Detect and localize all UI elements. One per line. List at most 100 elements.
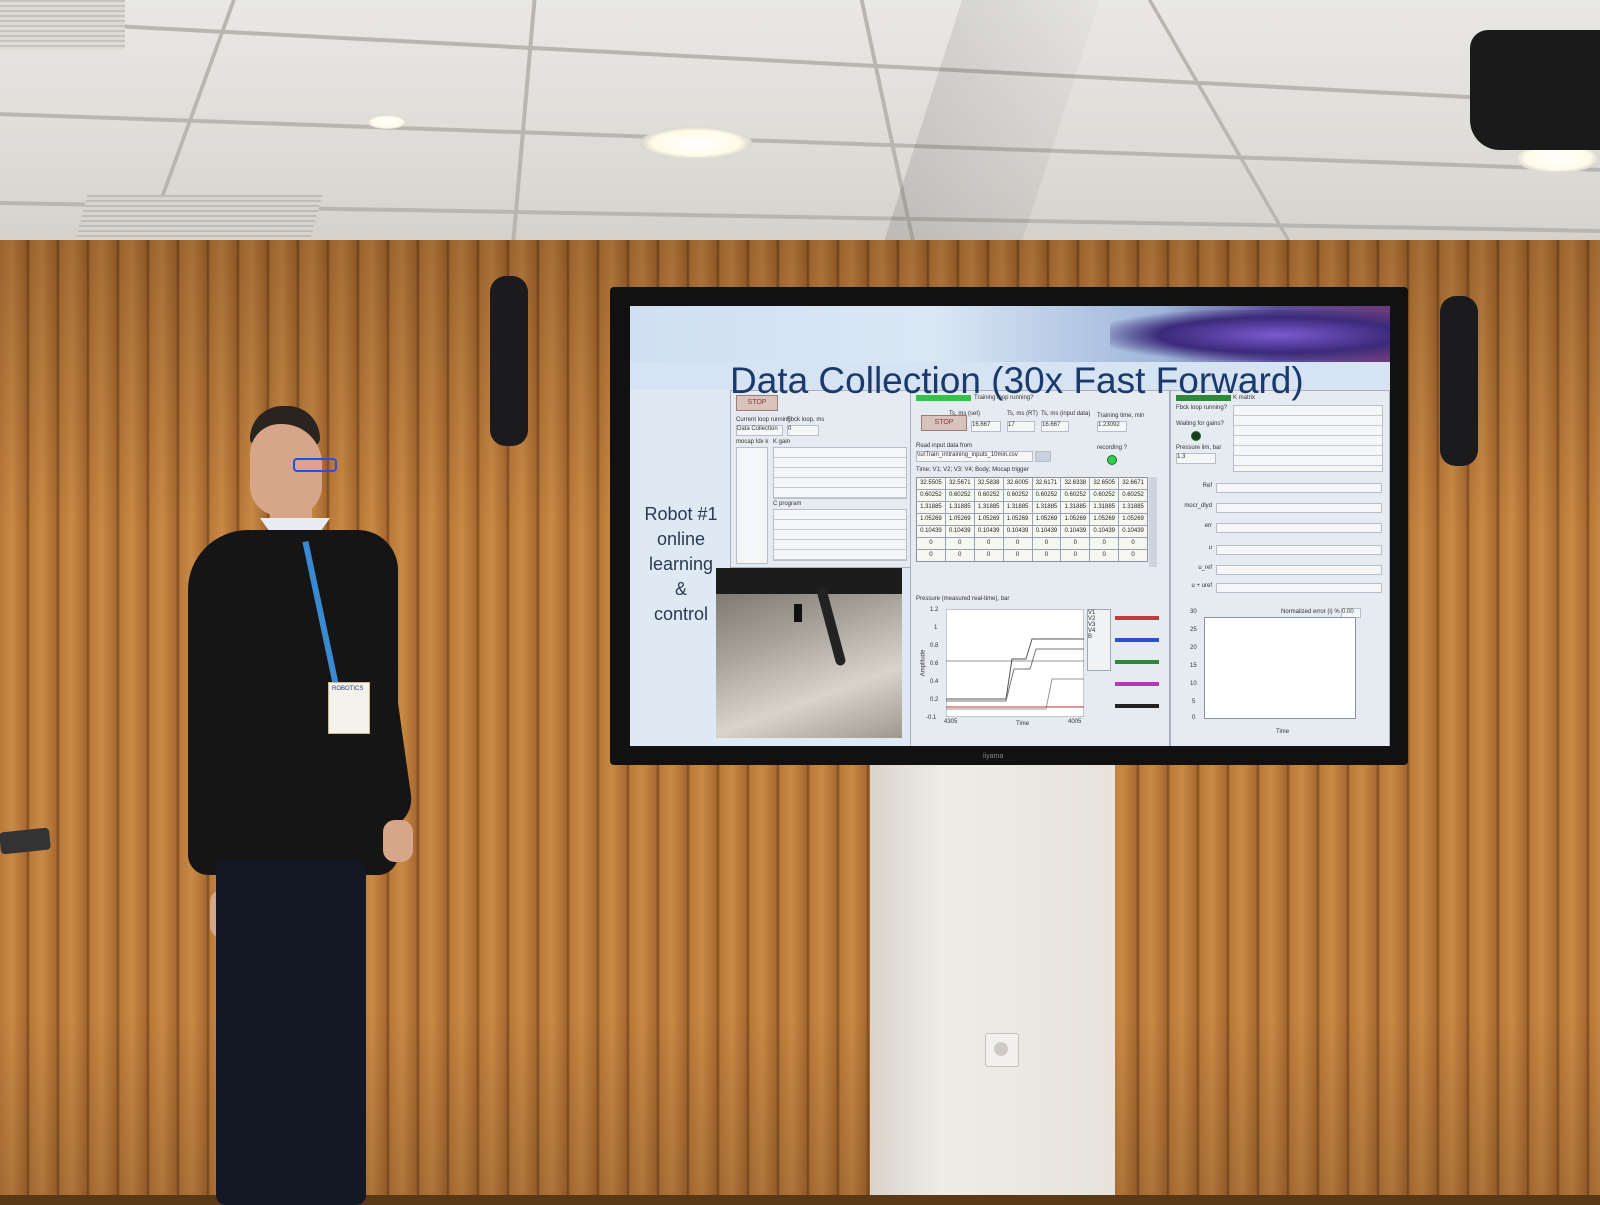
table-cell[interactable]: 0 bbox=[1119, 538, 1147, 549]
table-cell[interactable]: 32.6338 bbox=[1061, 478, 1090, 489]
k-gain-matrix bbox=[773, 447, 907, 499]
table-cell[interactable]: 32.6171 bbox=[1032, 478, 1061, 489]
table-cell[interactable]: 0 bbox=[1061, 538, 1090, 549]
browse-folder-icon[interactable] bbox=[1035, 451, 1051, 462]
side-label-line: control bbox=[653, 604, 709, 624]
training-progress-bar bbox=[916, 395, 971, 401]
table-cell[interactable]: 32.5671 bbox=[945, 478, 974, 489]
k-gain-label: K gain bbox=[773, 439, 791, 445]
ts-set-input[interactable]: 16.667 bbox=[971, 421, 1001, 432]
fbck-progress-bar bbox=[1176, 395, 1231, 401]
stop-button-left[interactable]: STOP bbox=[736, 395, 778, 411]
pressure-tick: 0.4 bbox=[930, 679, 939, 685]
table-cell[interactable]: 1.05269 bbox=[1003, 514, 1032, 525]
pressure-tick: 1.2 bbox=[930, 607, 939, 613]
table-cell[interactable]: 32.6671 bbox=[1119, 478, 1147, 489]
table-cell[interactable]: 0.10439 bbox=[1061, 526, 1090, 537]
slider-b[interactable] bbox=[1115, 704, 1159, 708]
side-label-line: & bbox=[674, 579, 687, 599]
table-cell[interactable]: 0.10439 bbox=[1119, 526, 1147, 537]
legend-item: V4 bbox=[1088, 628, 1096, 634]
table-cell[interactable]: 1.31885 bbox=[1003, 502, 1032, 513]
pressure-y-label: Amplitude bbox=[920, 649, 927, 677]
file-path-input[interactable]: \\u\Train_in\training_inputs_10min.csv bbox=[916, 451, 1033, 462]
table-cell[interactable]: 1.05269 bbox=[974, 514, 1003, 525]
pressure-lim-input[interactable]: 1.3 bbox=[1176, 453, 1216, 464]
name-badge: ROBOTICS bbox=[328, 682, 370, 734]
table-cell[interactable]: 1.05269 bbox=[1061, 514, 1090, 525]
table-cell[interactable]: 0 bbox=[1032, 538, 1061, 549]
legend-item: B bbox=[1088, 634, 1093, 640]
table-cell[interactable]: 0.60252 bbox=[1119, 490, 1147, 501]
table-cell[interactable]: 0.10439 bbox=[974, 526, 1003, 537]
row-label: err bbox=[1204, 523, 1212, 529]
table-cell[interactable]: 0.10439 bbox=[917, 526, 945, 537]
table-cell[interactable]: 0.60252 bbox=[1032, 490, 1061, 501]
table-cell[interactable]: 32.6005 bbox=[1003, 478, 1032, 489]
table-cell[interactable]: 0 bbox=[1090, 538, 1119, 549]
table-cell[interactable]: 1.31885 bbox=[917, 502, 945, 513]
table-cell[interactable]: 0 bbox=[1090, 550, 1119, 561]
table-cell[interactable]: 1.05269 bbox=[945, 514, 974, 525]
table-cell[interactable]: 1.31885 bbox=[974, 502, 1003, 513]
training-data-table[interactable]: 32.5505 32.5671 32.5838 32.6005 32.6171 32.63… bbox=[916, 477, 1148, 562]
table-cell[interactable]: 0 bbox=[1003, 538, 1032, 549]
table-cell[interactable]: 0 bbox=[1119, 550, 1147, 561]
table-cell[interactable]: 0.10439 bbox=[945, 526, 974, 537]
c-program-label: C program bbox=[773, 501, 802, 507]
k-matrix-label: K matrix bbox=[1233, 395, 1256, 401]
table-cell[interactable]: 1.31885 bbox=[1119, 502, 1147, 513]
side-label-line: Robot #1 bbox=[644, 504, 718, 524]
row-label: u bbox=[1208, 545, 1212, 551]
table-cell[interactable]: 1.05269 bbox=[1090, 514, 1119, 525]
table-cell[interactable]: 32.6505 bbox=[1090, 478, 1119, 489]
table-cell[interactable]: 1.31885 bbox=[1061, 502, 1090, 513]
table-cell[interactable]: 0 bbox=[974, 550, 1003, 561]
table-cell[interactable]: 0.60252 bbox=[974, 490, 1003, 501]
table-cell[interactable]: 0 bbox=[945, 550, 974, 561]
labview-window-training: Training loop running? STOP Ts, ms (set)… bbox=[910, 390, 1170, 746]
table-cell[interactable]: 1.05269 bbox=[917, 514, 945, 525]
table-cell[interactable]: 0 bbox=[1061, 550, 1090, 561]
read-input-label: Read input data from bbox=[916, 443, 973, 449]
slider-v3[interactable] bbox=[1115, 660, 1159, 664]
error-tick: 10 bbox=[1190, 681, 1197, 687]
table-cell[interactable]: 1.31885 bbox=[1090, 502, 1119, 513]
slide-title: Data Collection (30x Fast Forward) bbox=[730, 360, 1304, 401]
table-cell[interactable]: 0.60252 bbox=[945, 490, 974, 501]
table-cell[interactable]: 0 bbox=[1032, 550, 1061, 561]
table-cell[interactable]: 0.60252 bbox=[1003, 490, 1032, 501]
table-cell[interactable]: 0.60252 bbox=[1061, 490, 1090, 501]
table-cell[interactable]: 32.5505 bbox=[917, 478, 945, 489]
table-cell[interactable]: 1.05269 bbox=[1119, 514, 1147, 525]
table-cell[interactable]: 0 bbox=[1003, 550, 1032, 561]
slider-v1[interactable] bbox=[1115, 616, 1159, 620]
table-cell[interactable]: 1.31885 bbox=[1032, 502, 1061, 513]
stop-button-training[interactable]: STOP bbox=[921, 415, 967, 431]
table-cell[interactable]: 1.31885 bbox=[945, 502, 974, 513]
current-loop-value: Data Collection bbox=[736, 425, 783, 436]
wall-speaker-left bbox=[490, 276, 528, 446]
table-cell[interactable]: 1.05269 bbox=[1032, 514, 1061, 525]
mocap-label: mocap Idx k bbox=[736, 439, 769, 445]
pressure-chart-title: Pressure (measured real-time), bar bbox=[916, 596, 1010, 602]
table-cell[interactable]: 0 bbox=[917, 550, 945, 561]
table-cell[interactable]: 0.10439 bbox=[1003, 526, 1032, 537]
table-cell[interactable]: 32.5838 bbox=[974, 478, 1003, 489]
presenter: ROBOTICS bbox=[188, 400, 418, 1205]
slider-v4[interactable] bbox=[1115, 682, 1159, 686]
table-cell[interactable]: 0.10439 bbox=[1090, 526, 1119, 537]
error-plot-area bbox=[1204, 617, 1356, 719]
table-cell[interactable]: 0.60252 bbox=[917, 490, 945, 501]
table-cell[interactable]: 0.60252 bbox=[1090, 490, 1119, 501]
side-label-line: online bbox=[656, 529, 706, 549]
table-cell[interactable]: 0 bbox=[974, 538, 1003, 549]
table-cell[interactable]: 0 bbox=[917, 538, 945, 549]
legend-item: V1 bbox=[1088, 610, 1096, 616]
table-cell[interactable]: 0.10439 bbox=[1032, 526, 1061, 537]
slider-v2[interactable] bbox=[1115, 638, 1159, 642]
recording-led bbox=[1107, 455, 1117, 465]
table-cell[interactable]: 0 bbox=[945, 538, 974, 549]
table-scrollbar[interactable] bbox=[1149, 477, 1157, 567]
pressure-tick: 0.2 bbox=[930, 697, 939, 703]
